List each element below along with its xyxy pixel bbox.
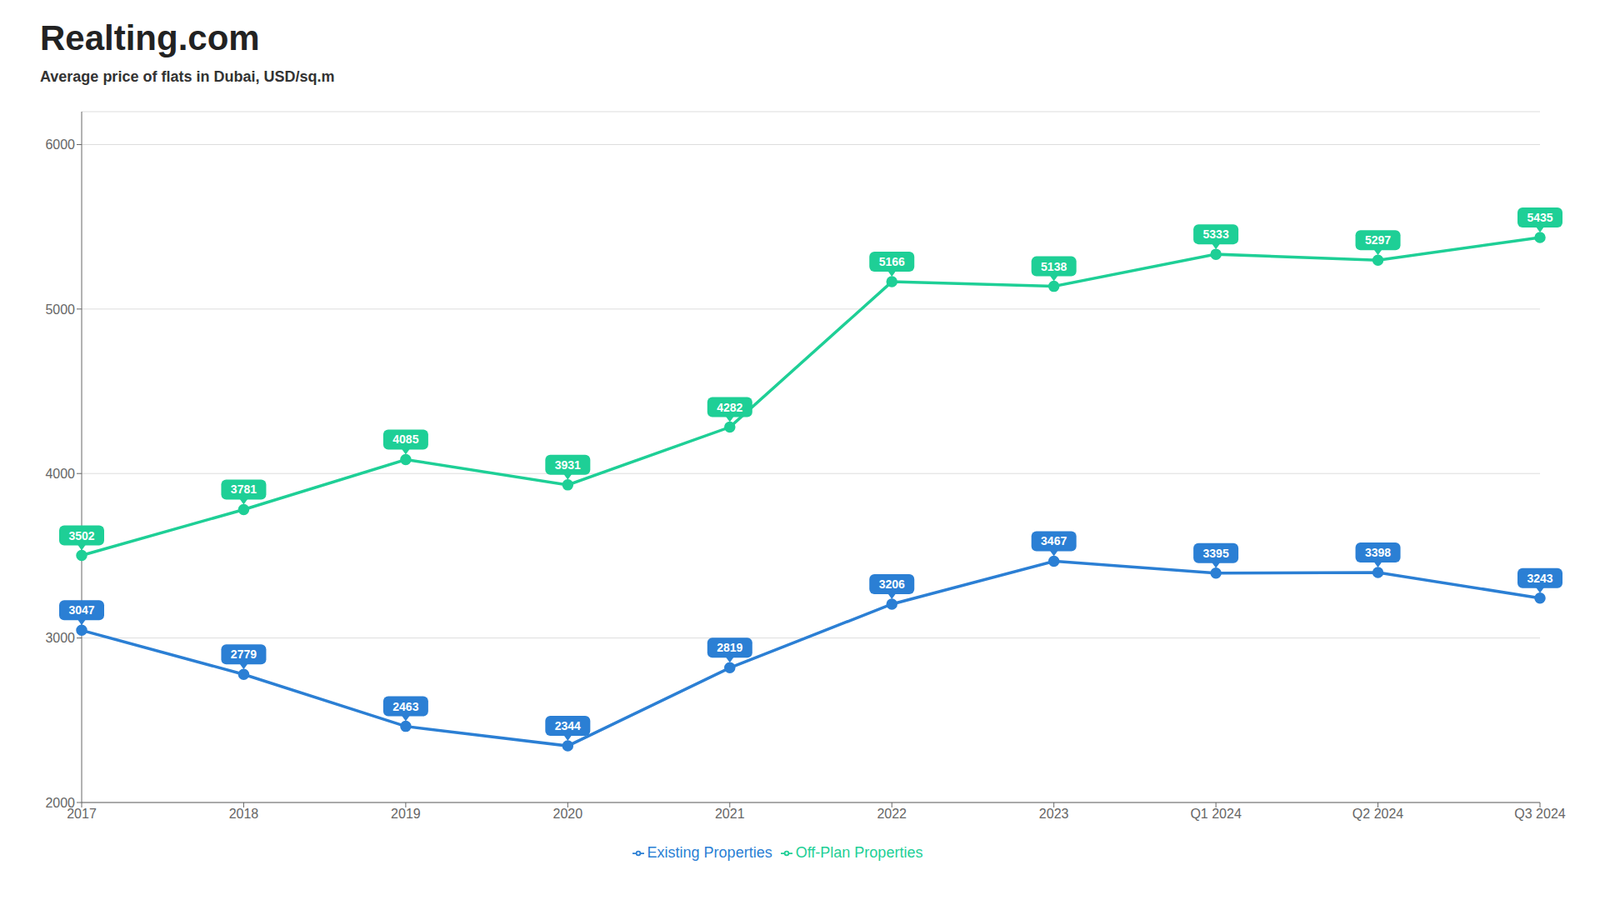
svg-text:5138: 5138 (1040, 260, 1067, 274)
svg-text:2018: 2018 (229, 806, 260, 821)
svg-text:3467: 3467 (1040, 534, 1067, 548)
svg-text:5297: 5297 (1365, 233, 1391, 247)
svg-text:3206: 3206 (879, 577, 905, 591)
svg-text:3502: 3502 (68, 529, 95, 543)
svg-text:3047: 3047 (68, 603, 95, 617)
svg-text:2000: 2000 (45, 795, 75, 810)
svg-text:3931: 3931 (555, 458, 581, 472)
svg-text:3243: 3243 (1526, 571, 1553, 585)
svg-text:2779: 2779 (230, 647, 257, 661)
svg-text:2463: 2463 (392, 700, 419, 714)
svg-text:5435: 5435 (1526, 210, 1553, 225)
svg-text:2022: 2022 (876, 806, 907, 821)
svg-text:5333: 5333 (1203, 227, 1230, 241)
svg-text:2017: 2017 (66, 807, 97, 822)
svg-text:3000: 3000 (45, 630, 75, 645)
svg-text:3781: 3781 (230, 482, 257, 496)
svg-text:3398: 3398 (1365, 545, 1391, 560)
svg-text:6000: 6000 (45, 137, 75, 152)
svg-text:3395: 3395 (1203, 546, 1230, 560)
svg-text:Q1 2024: Q1 2024 (1190, 806, 1241, 821)
svg-text:5000: 5000 (45, 302, 75, 317)
svg-text:Q3 2024: Q3 2024 (1514, 806, 1565, 821)
svg-text:4000: 4000 (45, 466, 75, 481)
svg-text:4282: 4282 (716, 400, 743, 415)
svg-text:2023: 2023 (1039, 806, 1070, 821)
svg-text:2020: 2020 (553, 806, 584, 821)
svg-text:2019: 2019 (390, 806, 421, 821)
svg-text:2021: 2021 (715, 806, 745, 821)
html-text:Existing Properties: Existing Properties (647, 844, 773, 861)
html-text:Average price of flats in Duba: Average price of flats in Dubai, USD/sq.… (40, 68, 335, 85)
svg-text:4085: 4085 (392, 432, 419, 446)
svg-text:2819: 2819 (716, 640, 743, 655)
html-text:Off-Plan Properties: Off-Plan Properties (795, 844, 923, 861)
svg-text:2344: 2344 (555, 719, 581, 733)
svg-text:5166: 5166 (879, 255, 905, 269)
html-text:Realting.com: Realting.com (40, 18, 260, 58)
svg-text:Q2 2024: Q2 2024 (1352, 806, 1404, 821)
